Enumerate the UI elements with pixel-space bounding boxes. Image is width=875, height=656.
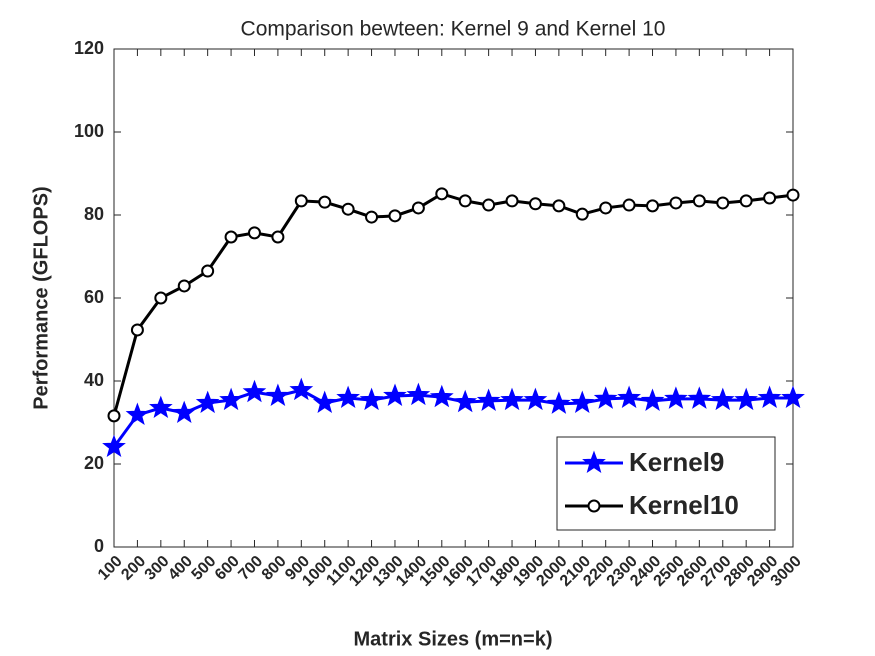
marker bbox=[786, 188, 800, 202]
marker bbox=[482, 198, 496, 212]
marker bbox=[669, 196, 683, 210]
marker bbox=[505, 194, 519, 208]
marker bbox=[388, 209, 402, 223]
marker bbox=[195, 390, 220, 414]
marker bbox=[266, 383, 290, 406]
marker bbox=[406, 382, 431, 406]
marker bbox=[224, 230, 238, 244]
marker bbox=[271, 230, 285, 244]
marker bbox=[757, 385, 782, 409]
marker bbox=[336, 385, 360, 409]
marker bbox=[149, 395, 173, 419]
marker bbox=[453, 389, 478, 413]
marker bbox=[570, 390, 595, 414]
marker bbox=[242, 379, 267, 403]
marker bbox=[125, 402, 150, 426]
legend-label: Kernel9 bbox=[629, 447, 724, 477]
marker bbox=[130, 323, 144, 337]
marker bbox=[172, 400, 197, 424]
chart-title: Comparison bewteen: Kernel 9 and Kernel … bbox=[241, 18, 666, 41]
marker bbox=[523, 387, 548, 411]
marker bbox=[547, 391, 571, 414]
marker bbox=[622, 198, 636, 212]
marker bbox=[664, 386, 688, 409]
x-axis-label: Matrix Sizes (m=n=k) bbox=[354, 628, 553, 650]
marker bbox=[289, 377, 314, 401]
marker bbox=[552, 199, 566, 213]
marker bbox=[575, 207, 589, 221]
marker bbox=[710, 387, 735, 411]
marker bbox=[599, 201, 613, 215]
y-axis-label: Performance (GFLOPS) bbox=[30, 186, 52, 409]
marker bbox=[247, 226, 261, 240]
marker bbox=[429, 384, 454, 408]
marker bbox=[781, 385, 805, 409]
marker bbox=[383, 383, 407, 406]
marker bbox=[763, 191, 777, 205]
legend-label: Kernel10 bbox=[629, 490, 739, 520]
marker bbox=[734, 387, 758, 411]
marker bbox=[528, 197, 542, 211]
marker bbox=[476, 388, 501, 411]
marker bbox=[411, 201, 425, 215]
legend-marker bbox=[582, 450, 606, 474]
marker bbox=[458, 194, 472, 208]
marker bbox=[318, 195, 332, 209]
y-tick-label: 120 bbox=[74, 38, 104, 58]
marker bbox=[692, 194, 706, 208]
plot-frame bbox=[113, 48, 794, 548]
marker bbox=[107, 409, 121, 423]
marker bbox=[593, 386, 618, 409]
marker bbox=[219, 387, 243, 411]
marker bbox=[154, 291, 168, 305]
marker bbox=[312, 390, 337, 414]
legend-marker bbox=[587, 499, 601, 513]
y-tick-label: 80 bbox=[84, 204, 104, 224]
marker bbox=[359, 387, 384, 411]
marker bbox=[500, 387, 524, 411]
marker bbox=[435, 187, 449, 201]
marker bbox=[201, 264, 215, 278]
marker bbox=[687, 386, 712, 409]
legend: Kernel9 Kernel10 bbox=[556, 436, 776, 531]
y-tick-label: 0 bbox=[94, 536, 104, 556]
y-tick-label: 40 bbox=[84, 370, 104, 390]
y-tick-label: 60 bbox=[84, 287, 104, 307]
marker bbox=[646, 199, 660, 213]
marker bbox=[640, 388, 665, 411]
marker bbox=[294, 194, 308, 208]
marker bbox=[365, 210, 379, 224]
y-tick-label: 100 bbox=[74, 121, 104, 141]
y-tick-label: 20 bbox=[84, 453, 104, 473]
marker bbox=[341, 202, 355, 216]
marker bbox=[716, 196, 730, 210]
marker bbox=[177, 279, 191, 293]
marker bbox=[102, 434, 126, 458]
marker bbox=[739, 194, 753, 208]
marker bbox=[617, 385, 641, 409]
